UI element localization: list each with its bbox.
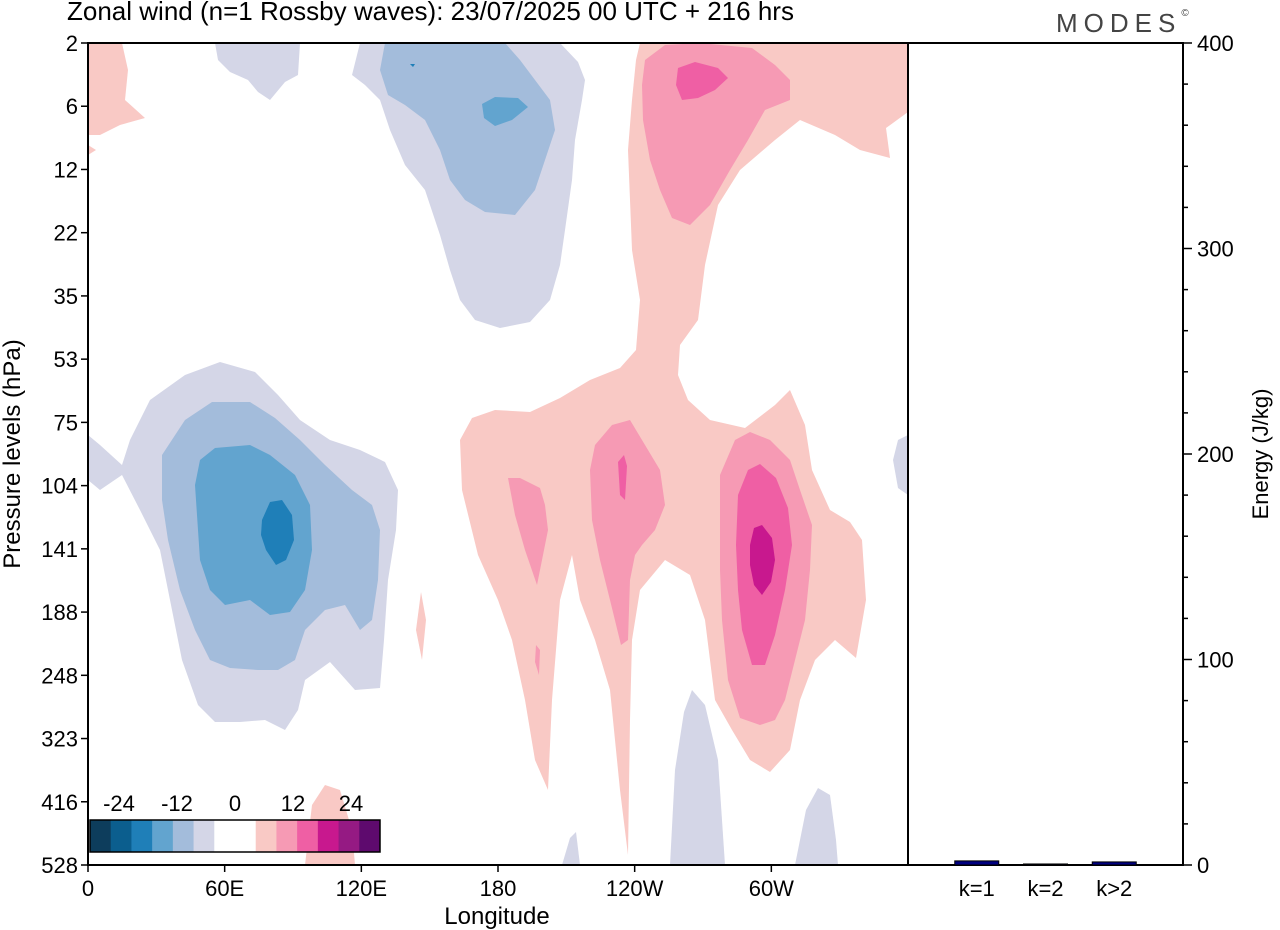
colorbar-swatch — [152, 820, 174, 852]
energy-tick-label: 200 — [1197, 442, 1234, 467]
x-tick-label: 0 — [82, 876, 94, 901]
x-axis-label: Longitude — [444, 903, 549, 930]
x-tick-label: 120W — [606, 876, 664, 901]
y-tick-label: 75 — [54, 410, 78, 435]
logo-mark: © — [1181, 8, 1189, 19]
contour-neg-mid-upper-center — [380, 43, 555, 215]
colorbar-tick-label: 12 — [281, 791, 305, 816]
colorbar-swatch — [214, 820, 236, 852]
x-tick-label: 60W — [749, 876, 794, 901]
contour-neg-light-east-edge — [893, 435, 908, 495]
y-tick-label: 188 — [41, 600, 78, 625]
contour-pos-light-upper-west — [88, 43, 145, 135]
y-tick-label: 416 — [41, 790, 78, 815]
colorbar-tick-label: -24 — [103, 791, 135, 816]
energy-tick-label: 400 — [1197, 31, 1234, 56]
colorbar-swatch — [297, 820, 319, 852]
energy-plot-frame — [907, 42, 1184, 866]
colorbar-swatch — [172, 820, 195, 852]
y-tick-label: 6 — [66, 94, 78, 119]
colorbar-swatch — [255, 820, 277, 852]
colorbar-tick-label: -12 — [161, 791, 193, 816]
energy-category-label: k>2 — [1096, 876, 1132, 901]
energy-category-label: k=2 — [1027, 876, 1063, 901]
y-tick-label: 12 — [54, 157, 78, 182]
colorbar-swatch — [131, 820, 153, 852]
energy-axes: 0 100 200 300 400 — [1183, 31, 1234, 878]
energy-category-label: k=1 — [959, 876, 995, 901]
energy-tick-label: 100 — [1197, 648, 1234, 673]
y-tick-label: 528 — [41, 853, 78, 878]
contour-pos-light-small-a — [88, 145, 96, 155]
colorbar-swatch — [110, 820, 132, 852]
energy-tick-label: 0 — [1197, 853, 1209, 878]
main-axes: 0 60E 120E 180 120W 60W 2 6 12 22 35 53 75 104 141 188 2… — [41, 31, 794, 901]
contour-neg-core-lower-west — [261, 500, 294, 565]
y-tick-label: 141 — [41, 537, 78, 562]
colorbar-swatch — [193, 820, 215, 852]
contour-pos-core-lower-east — [750, 525, 775, 595]
energy-tick-label: 300 — [1197, 237, 1234, 262]
contour-neg-small-upper — [410, 64, 415, 67]
logo-text: MODES — [1056, 8, 1182, 38]
y-axis-label: Pressure levels (hPa) — [0, 339, 26, 568]
y-tick-label: 104 — [41, 474, 78, 499]
contour-neg-light-bottom-a — [670, 690, 725, 865]
y-tick-label: 53 — [54, 347, 78, 372]
colorbar-swatch — [338, 820, 360, 852]
contour-pos-mid-lower-a — [508, 478, 548, 585]
y-tick-label: 248 — [41, 663, 78, 688]
y-tick-label: 35 — [54, 284, 78, 309]
x-tick-label: 60E — [205, 876, 244, 901]
contour-pos-mid-small — [535, 645, 540, 675]
colorbar-swatch — [90, 820, 112, 852]
energy-bar — [1023, 863, 1068, 866]
energy-bars: k=1 k=2 k>2 — [954, 860, 1137, 901]
contour-neg-light-upper — [215, 43, 300, 100]
colorbar-frame — [89, 819, 381, 853]
colorbar-swatch — [317, 820, 340, 852]
colorbar-tick-label: 0 — [229, 791, 241, 816]
y-tick-label: 22 — [54, 221, 78, 246]
colorbar: -24 -12 0 12 24 — [89, 791, 381, 853]
energy-bar — [1091, 861, 1137, 866]
contour-neg-light-bottom-c — [562, 832, 580, 865]
x-tick-label: 120E — [336, 876, 387, 901]
modes-logo: MODES© — [1056, 8, 1189, 39]
contour-pos-strong-upper-east — [676, 62, 728, 100]
contour-pos-mid-lower-b — [590, 420, 665, 645]
contour-pos-light-small-b — [416, 592, 426, 660]
colorbar-tick-label: 24 — [339, 791, 363, 816]
chart-title: Zonal wind (n=1 Rossby waves): 23/07/202… — [67, 0, 794, 26]
energy-axis-label: Energy (J/kg) — [1248, 389, 1273, 520]
energy-bar — [954, 860, 1000, 866]
contour-neg-light-bottom-b — [795, 788, 838, 865]
colorbar-swatch — [359, 820, 381, 852]
contour-pos-strong-lower-center — [618, 455, 627, 500]
contour-neg-strong-lower-west — [195, 445, 312, 615]
y-tick-label: 323 — [41, 727, 78, 752]
y-tick-label: 2 — [66, 31, 78, 56]
colorbar-swatch — [276, 820, 298, 852]
x-tick-label: 180 — [480, 876, 517, 901]
colorbar-swatch — [235, 820, 257, 852]
contour-neg-strong-upper-center — [482, 97, 528, 126]
contour-field — [88, 43, 908, 865]
